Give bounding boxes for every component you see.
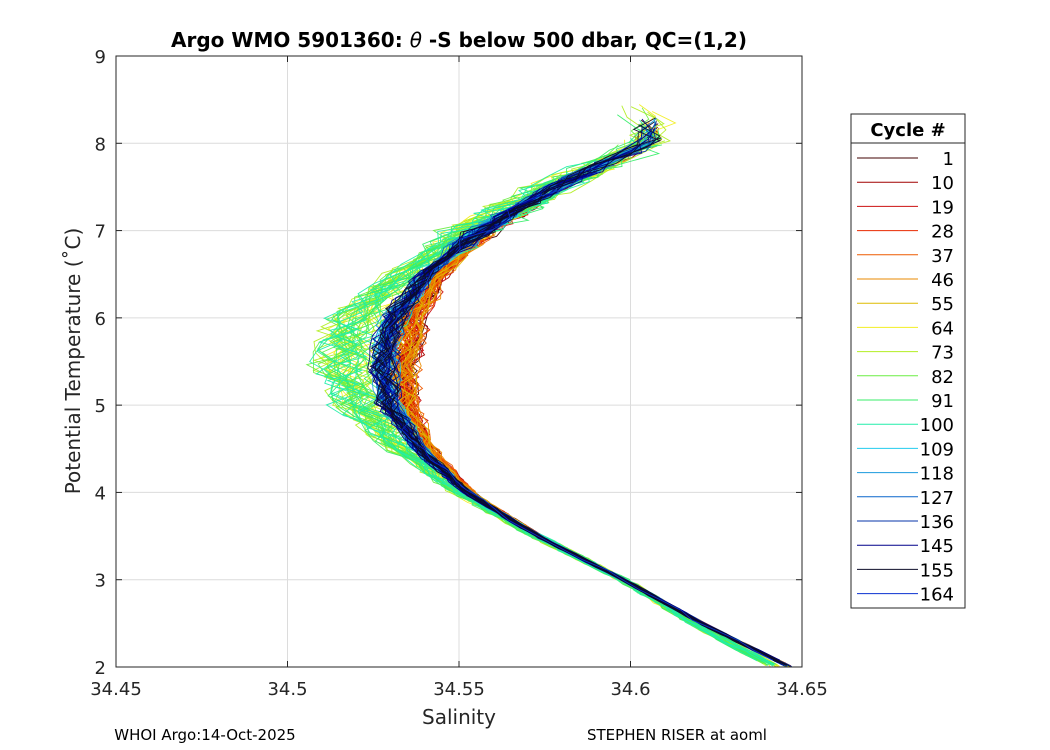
chart-title: Argo WMO 5901360: θ -S below 500 dbar, Q… [171, 28, 747, 52]
legend-label: 46 [931, 270, 954, 291]
x-axis-label: Salinity [422, 705, 496, 729]
legend-label: 164 [920, 585, 954, 606]
y-tick-label: 4 [95, 483, 106, 504]
legend-label: 55 [931, 294, 954, 315]
title-suffix: -S below 500 dbar, QC=(1,2) [429, 28, 747, 52]
legend-entry-73: 73 [857, 343, 954, 364]
profile-line-cycle-105 [315, 182, 773, 666]
x-tick-label: 34.65 [776, 679, 828, 700]
legend-label: 1 [943, 149, 954, 170]
legend-label: 109 [920, 439, 954, 460]
legend-label: 37 [931, 246, 954, 267]
legend-entry-10: 10 [857, 173, 954, 194]
legend-entry-91: 91 [857, 391, 954, 412]
legend-entry-19: 19 [857, 197, 954, 218]
profile-line-cycle-163 [377, 124, 791, 667]
x-ticks: 34.45 34.5 34.55 34.6 34.65 [90, 56, 828, 700]
x-tick-label: 34.55 [433, 679, 485, 700]
legend-label: 10 [931, 173, 954, 194]
legend-box [850, 113, 966, 609]
legend-entry-55: 55 [857, 294, 954, 315]
legend-entry-46: 46 [857, 270, 954, 291]
y-tick-label: 2 [95, 658, 106, 679]
legend-label: 100 [920, 415, 954, 436]
profile-line-cycle-162 [370, 189, 787, 666]
legend-entry-37: 37 [857, 246, 954, 267]
x-tick-label: 34.45 [90, 679, 142, 700]
legend-entry-164: 164 [857, 585, 954, 606]
legend-label: 127 [920, 488, 954, 509]
legend-entry-118: 118 [857, 464, 954, 485]
legend-entry-155: 155 [857, 560, 954, 581]
legend-label: 91 [931, 391, 954, 412]
profile-line-cycle-94 [327, 146, 774, 667]
legend-label: 64 [931, 318, 954, 339]
x-tick-label: 34.6 [610, 679, 650, 700]
legend-label: 73 [931, 343, 954, 364]
legend-label: 136 [920, 512, 954, 533]
x-tick-label: 34.5 [267, 679, 307, 700]
legend-entry-109: 109 [857, 439, 954, 460]
y-tick-label: 6 [95, 309, 106, 330]
y-tick-label: 9 [95, 47, 106, 68]
legend-label: 118 [920, 464, 954, 485]
title-theta: θ [410, 28, 422, 52]
legend-entry-1: 1 [857, 149, 954, 170]
footer-left: WHOI Argo:14-Oct-2025 [114, 726, 295, 744]
legend-entry-100: 100 [857, 415, 954, 436]
legend: Cycle # 1 10 19 28 37 46 55 64 73 82 91 100 109 118 12… [850, 113, 966, 609]
profiles-layer [305, 104, 792, 668]
legend-entry-82: 82 [857, 367, 954, 388]
legend-title: Cycle # [870, 120, 945, 141]
y-tick-label: 3 [95, 571, 106, 592]
y-tick-label: 7 [95, 222, 106, 243]
legend-label: 28 [931, 222, 954, 243]
title-prefix: Argo WMO 5901360: [171, 28, 410, 52]
profile-line-cycle-164 [380, 178, 774, 661]
y-tick-label: 5 [95, 396, 106, 417]
legend-label: 145 [920, 536, 954, 557]
legend-label: 19 [931, 197, 954, 218]
legend-entry-127: 127 [857, 488, 954, 509]
legend-label: 155 [920, 560, 954, 581]
legend-items: 1 10 19 28 37 46 55 64 73 82 91 100 109 118 127 136 145 1… [857, 149, 954, 606]
footer-right: STEPHEN RISER at aoml [587, 726, 767, 744]
y-tick-label: 8 [95, 134, 106, 155]
legend-entry-136: 136 [857, 512, 954, 533]
legend-label: 82 [931, 367, 954, 388]
legend-entry-145: 145 [857, 536, 954, 557]
y-ticks: 2 3 4 5 6 7 8 9 [95, 47, 802, 679]
legend-entry-64: 64 [857, 318, 954, 339]
y-axis-label: Potential Temperature (˚C) [61, 228, 85, 495]
legend-entry-28: 28 [857, 222, 954, 243]
